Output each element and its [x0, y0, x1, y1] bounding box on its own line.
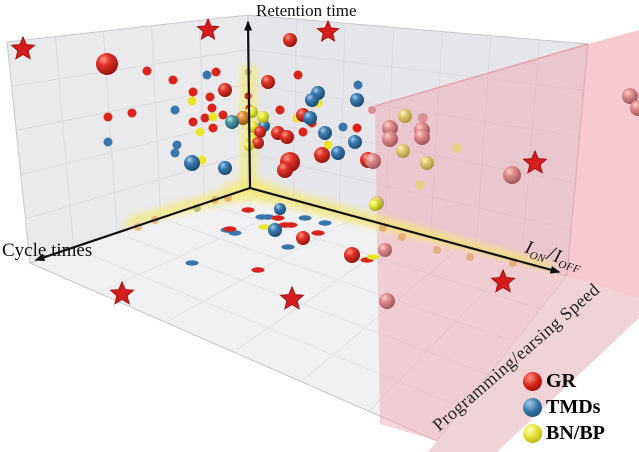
- cycle-axis-label: Cycle times: [2, 240, 93, 261]
- legend-label-tmds: TMDs: [546, 396, 601, 418]
- legend-item-gr: GR: [523, 370, 605, 393]
- pink-speed-plane: [374, 30, 639, 452]
- legend-label-bnbp: BN/BP: [546, 422, 605, 444]
- legend: GR TMDs BN/BP: [523, 370, 605, 445]
- axis-arrows: [34, 20, 561, 274]
- legend-item-bnbp: BN/BP: [523, 422, 605, 445]
- bnbp-sphere-swatch: [523, 424, 542, 443]
- gr-sphere-swatch: [523, 372, 542, 391]
- grid-lines: [11, 19, 584, 412]
- legend-item-tmds: TMDs: [523, 396, 605, 419]
- outlier-stars: [10, 17, 548, 310]
- retention-axis-label: Retention time: [256, 1, 357, 20]
- data-points: [96, 33, 639, 309]
- legend-label-gr: GR: [546, 370, 576, 392]
- tmds-sphere-swatch: [523, 398, 542, 417]
